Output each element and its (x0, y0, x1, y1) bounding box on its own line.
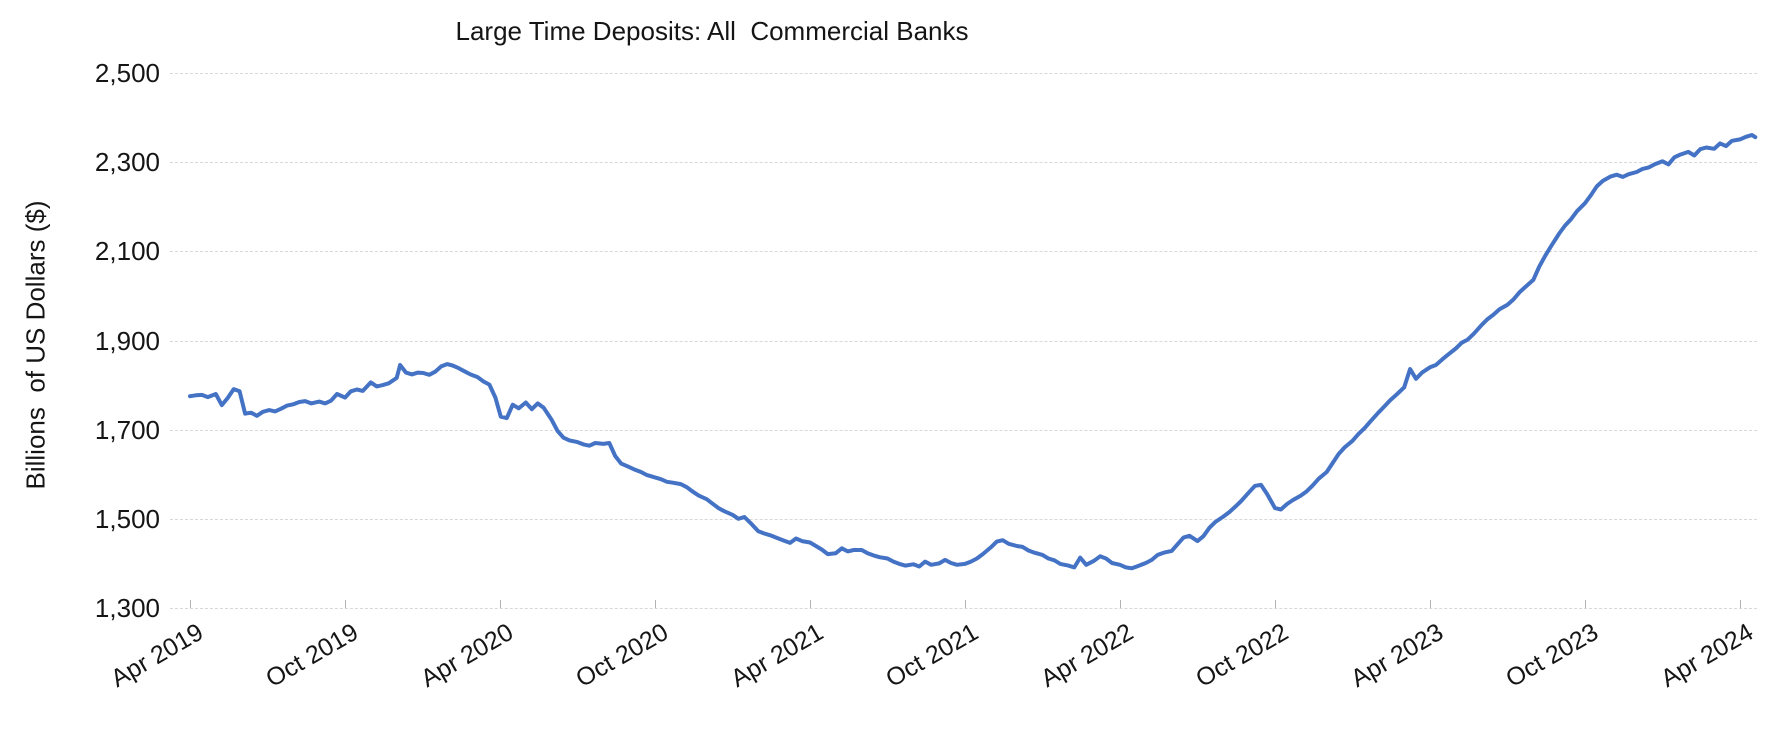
x-tick (1585, 600, 1586, 608)
chart-title: Large Time Deposits: All Commercial Bank… (455, 16, 969, 46)
gridline-1700 (170, 429, 1757, 431)
x-tick (1120, 600, 1121, 608)
y-tick-label: 1,900 (94, 325, 160, 356)
y-tick-label: 1,500 (94, 503, 160, 534)
y-tick-label: 1,700 (94, 414, 160, 445)
x-tick (500, 600, 501, 608)
x-tick (1275, 600, 1276, 608)
x-tick-label: Oct 2021 (881, 618, 983, 693)
x-tick (965, 600, 966, 608)
gridline-2500 (170, 73, 1757, 74)
x-tick-label: Oct 2022 (1191, 618, 1293, 693)
x-tick (190, 600, 191, 608)
gridline-1500 (170, 518, 1757, 520)
y-tick-label: 2,500 (94, 58, 160, 88)
x-tick-label: Oct 2020 (571, 618, 673, 693)
x-tick (345, 600, 346, 608)
x-tick-label: Apr 2024 (1656, 618, 1758, 693)
x-tick-label: Apr 2022 (1036, 618, 1138, 693)
x-tick-label: Apr 2019 (106, 618, 208, 693)
y-tick-label: 2,100 (94, 236, 160, 267)
x-tick-label: Oct 2019 (261, 618, 363, 693)
x-tick-label: Apr 2020 (416, 618, 518, 693)
gridline-2300 (170, 162, 1757, 164)
time-deposits-line-series (188, 133, 1758, 571)
x-tick (810, 600, 811, 608)
x-tick-label: Apr 2021 (726, 618, 828, 693)
gridline-2100 (170, 251, 1757, 253)
x-tick-label: Oct 2023 (1501, 618, 1603, 693)
x-tick (1430, 600, 1431, 608)
gridline-1900 (170, 340, 1757, 342)
gridline-1300 (170, 608, 1757, 609)
x-tick (1740, 600, 1741, 608)
x-tick (655, 600, 656, 608)
y-tick-label: 2,300 (94, 147, 160, 178)
y-tick-label: 1,300 (94, 593, 160, 623)
x-tick-label: Apr 2023 (1346, 618, 1448, 693)
